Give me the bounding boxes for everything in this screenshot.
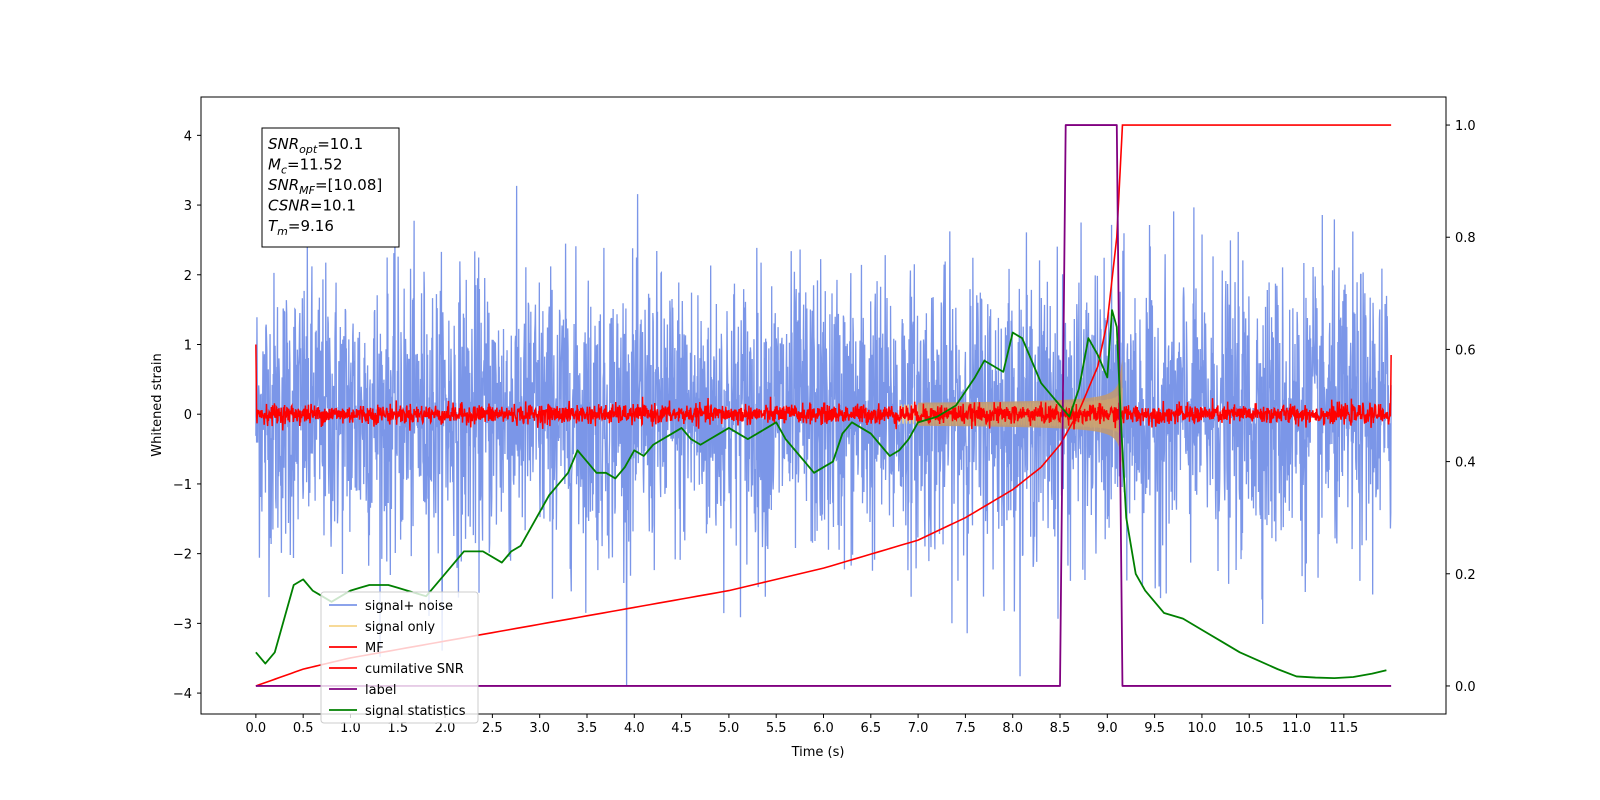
y-axis-right: 1.0 0.8 0.6 0.4 0.2 0.0 [1446, 119, 1476, 695]
y-tick-label: −3 [173, 617, 192, 632]
y2-tick-label: 0.2 [1455, 568, 1476, 583]
x-tick-label: 9.0 [1097, 721, 1118, 736]
x-tick-label: 4.5 [671, 721, 692, 736]
x-tick-label: 8.0 [1002, 721, 1023, 736]
x-tick-label: 8.5 [1050, 721, 1071, 736]
x-tick-label: 11.5 [1329, 721, 1358, 736]
legend-label: signal+ noise [365, 599, 453, 614]
annotation-line: Mc=11.52 [268, 156, 343, 177]
x-tick-label: 1.5 [387, 721, 408, 736]
x-tick-label: 6.5 [860, 721, 881, 736]
legend-frame [320, 591, 479, 724]
x-tick-label: 3.0 [529, 721, 550, 736]
x-tick-label: 11.0 [1282, 721, 1311, 736]
legend[interactable]: signal+ noise signal only MF cumilative SNR… [320, 591, 479, 724]
y-tick-label: −1 [173, 478, 192, 493]
x-tick-label: 2.0 [435, 721, 456, 736]
legend-item[interactable]: signal+ noise [329, 599, 453, 614]
x-tick-label: 10.5 [1235, 721, 1264, 736]
series-signal-noise-line [255, 185, 1392, 687]
x-tick-label: 7.0 [908, 721, 929, 736]
y2-tick-label: 1.0 [1455, 119, 1476, 134]
x-tick-label: 1.0 [340, 721, 361, 736]
y-axis-label: Whitened strain [150, 353, 165, 456]
y2-tick-label: 0.0 [1455, 680, 1476, 695]
x-tick-label: 5.5 [766, 721, 787, 736]
legend-item[interactable]: signal statistics [329, 704, 466, 719]
annotation-box: SNRopt=10.1Mc=11.52SNRMF=[10.08]CSNR=10.… [261, 127, 400, 248]
x-tick-label: 0.5 [293, 721, 314, 736]
x-tick-label: 6.0 [813, 721, 834, 736]
x-tick-label: 4.0 [624, 721, 645, 736]
y2-tick-label: 0.6 [1455, 343, 1476, 358]
x-tick-label: 0.0 [246, 721, 267, 736]
series-mf-line [255, 344, 1392, 431]
y-tick-label: −4 [173, 687, 192, 702]
legend-label: MF [365, 641, 384, 656]
y2-tick-label: 0.4 [1455, 456, 1476, 471]
y-tick-label: 1 [184, 338, 192, 353]
x-tick-label: 10.0 [1187, 721, 1216, 736]
x-axis: 0.0 0.5 1.0 1.5 2.0 2.5 3.0 3.5 4.0 4.5 5.0 5.5 6.0 6… [246, 714, 1358, 736]
y-tick-label: −2 [173, 548, 192, 563]
x-tick-label: 7.5 [955, 721, 976, 736]
legend-item[interactable]: cumilative SNR [329, 662, 464, 677]
legend-item[interactable]: signal only [329, 620, 435, 635]
y-tick-label: 4 [184, 129, 192, 144]
series-label-line [255, 124, 1392, 687]
annotation-frame [261, 127, 400, 248]
x-axis-label: Time (s) [791, 745, 845, 760]
y-tick-label: 0 [184, 408, 192, 423]
annotation-line: Tm=9.16 [268, 217, 334, 238]
legend-label: label [365, 683, 396, 698]
annotation-line: SNRMF=[10.08] [268, 176, 382, 197]
legend-label: cumilative SNR [365, 662, 464, 677]
legend-item[interactable]: label [329, 683, 396, 698]
y-axis-left: 4 3 2 1 0 −1 −2 −3 −4 [173, 129, 201, 702]
legend-item[interactable]: MF [329, 641, 384, 656]
x-tick-label: 5.0 [719, 721, 740, 736]
x-tick-label: 2.5 [482, 721, 503, 736]
annotation-line: SNRopt=10.1 [268, 135, 363, 156]
y-tick-label: 2 [184, 269, 192, 284]
y2-tick-label: 0.8 [1455, 231, 1476, 246]
legend-label: signal statistics [365, 704, 466, 719]
legend-label: signal only [365, 620, 435, 635]
annotation-line: CSNR=10.1 [268, 197, 356, 215]
y-tick-label: 3 [184, 199, 192, 214]
x-tick-label: 9.5 [1144, 721, 1165, 736]
x-tick-label: 3.5 [577, 721, 598, 736]
